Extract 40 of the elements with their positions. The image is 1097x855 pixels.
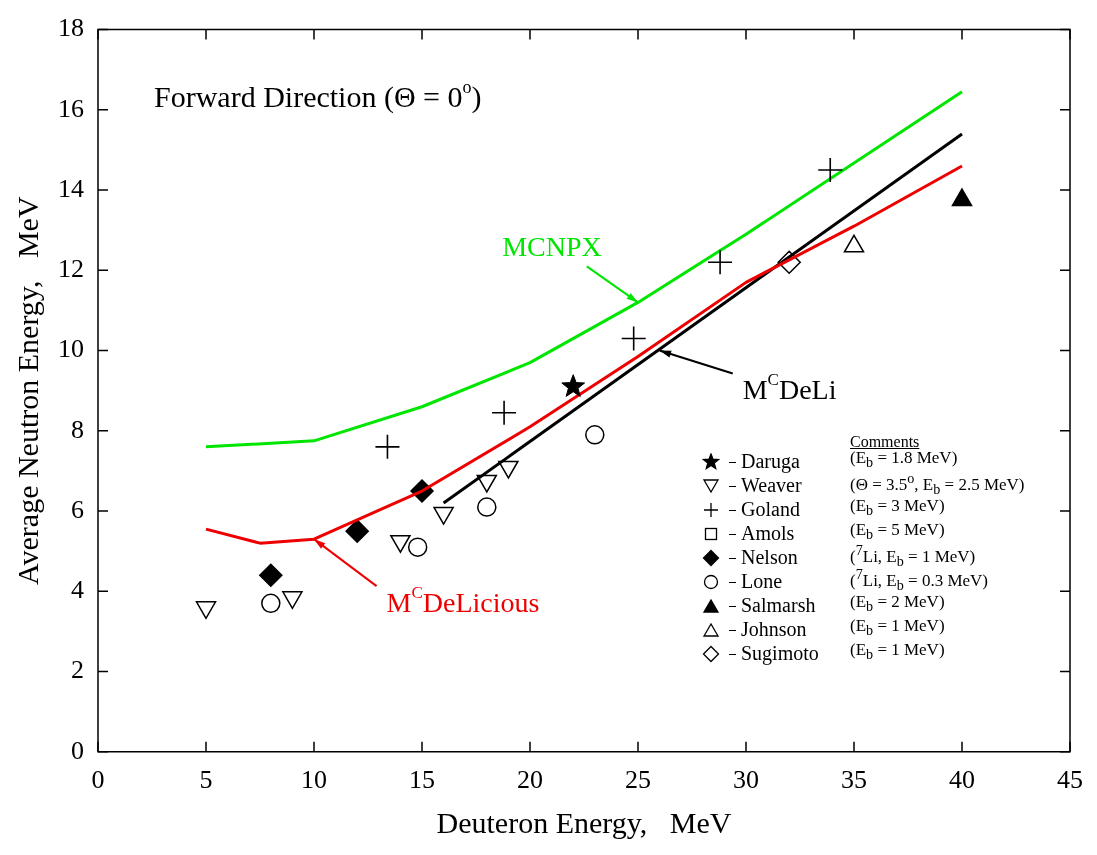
annotation: Comments xyxy=(850,431,921,450)
y-tick-label: 18 xyxy=(58,13,84,43)
legend-label: Sugimoto xyxy=(741,642,820,666)
legend-label: Nelson xyxy=(741,546,799,570)
y-tick-label: 4 xyxy=(71,575,84,605)
legend-label: Johnson xyxy=(741,618,808,642)
y-tick-label: 8 xyxy=(71,414,84,444)
y-tick-label: 0 xyxy=(71,735,84,765)
legend-label: Lone xyxy=(741,570,784,594)
x-tick-label: 35 xyxy=(841,765,867,795)
x-axis-title: Deuteron Energy, MeV xyxy=(436,805,732,839)
legend-label: Weaver xyxy=(741,474,803,498)
y-tick-label: 6 xyxy=(71,494,84,524)
y-tick-label: 2 xyxy=(71,655,84,685)
annotation: (E$_{b}$ = 1 MeV) xyxy=(850,640,945,664)
y-tick-label: 10 xyxy=(58,334,84,364)
x-tick-label: 5 xyxy=(199,765,213,795)
annotation: (E$_{b}$ = 3 MeV) xyxy=(850,496,945,520)
y-tick-label: 16 xyxy=(58,93,84,123)
x-tick-label: 10 xyxy=(301,765,327,795)
annotation: (E$_{b}$ = 2 MeV) xyxy=(850,592,945,616)
annotation: (E$_{b}$ = 1 MeV) xyxy=(850,616,945,640)
annotation: (E$_{b}$ = 5 MeV) xyxy=(850,520,945,544)
x-tick-label: 40 xyxy=(949,765,975,795)
legend-label: Salmarsh xyxy=(741,594,817,618)
y-axis-title: Average Neutron Energy, MeV xyxy=(10,196,44,585)
x-tick-label: 0 xyxy=(91,765,105,795)
x-tick-label: 45 xyxy=(1057,765,1083,795)
legend-label: Daruga xyxy=(741,450,801,474)
x-tick-label: 20 xyxy=(517,765,543,795)
annotation: MCNPX xyxy=(502,230,602,262)
annotation: (E$_{b}$ = 1.8 MeV) xyxy=(850,448,958,472)
x-tick-label: 30 xyxy=(733,765,759,795)
y-tick-label: 14 xyxy=(58,173,84,203)
legend-label: Amols xyxy=(741,522,796,546)
y-tick-label: 12 xyxy=(58,254,84,284)
x-tick-label: 15 xyxy=(409,765,435,795)
legend-label: Goland xyxy=(741,498,801,522)
x-tick-label: 25 xyxy=(625,765,651,795)
annotation: (Θ = 3.5$^{o}$, E$_{b}$ = 2.5 MeV) xyxy=(850,469,1025,498)
